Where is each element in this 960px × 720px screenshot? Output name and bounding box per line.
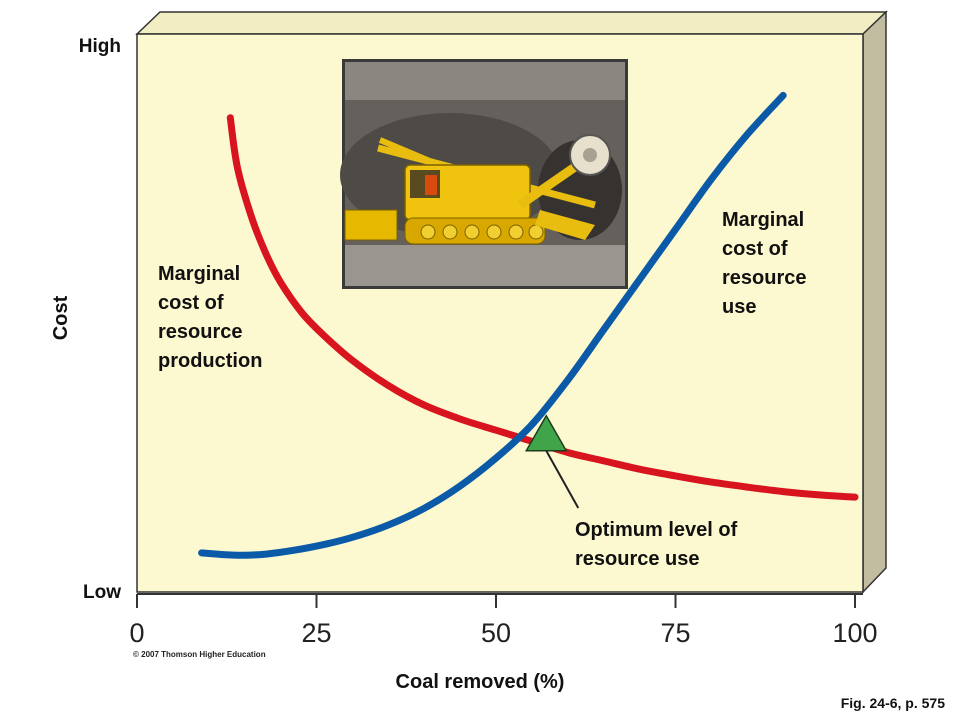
label-line: Optimum level of — [575, 519, 738, 541]
series-label-production: Marginal cost of resource production — [158, 263, 262, 372]
y-high-label: High — [79, 36, 121, 57]
x-tick-label: 50 — [481, 618, 511, 648]
label-line: use — [722, 296, 756, 318]
label-line: resource — [722, 267, 807, 289]
figure-reference: Fig. 24-6, p. 575 — [841, 695, 945, 711]
x-axis-label: Coal removed (%) — [396, 671, 565, 693]
series-label-use: Marginal cost of resource use — [722, 209, 807, 318]
optimum-annotation-label: Optimum level of resource use — [575, 519, 738, 570]
label-line: resource use — [575, 548, 700, 570]
x-tick-label: 75 — [660, 618, 690, 648]
x-ticks: 0 25 50 75 100 — [129, 594, 878, 648]
x-tick-label: 100 — [832, 618, 877, 648]
label-line: Marginal — [722, 209, 804, 231]
optimum-leader-line — [545, 450, 580, 509]
label-line: Marginal — [158, 263, 240, 285]
x-tick-label: 0 — [129, 618, 144, 648]
panel-top-face — [135, 11, 888, 35]
optimum-marker — [524, 414, 568, 452]
series-layer — [198, 91, 859, 559]
y-low-label: Low — [83, 582, 121, 603]
coal-mining-machine-icon — [340, 59, 628, 289]
y-axis-label: Cost — [50, 295, 72, 340]
copyright-text: © 2007 Thomson Higher Education — [133, 650, 266, 659]
label-line: production — [158, 350, 262, 372]
series-line-production — [226, 114, 859, 501]
label-line: resource — [158, 321, 243, 343]
label-line: cost of — [722, 238, 788, 260]
label-line: cost of — [158, 292, 224, 314]
series-line-use — [198, 91, 787, 559]
panel-side-face — [862, 10, 887, 594]
x-tick-label: 25 — [301, 618, 331, 648]
